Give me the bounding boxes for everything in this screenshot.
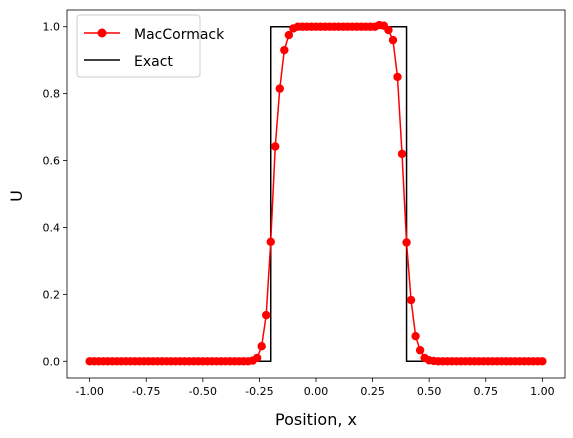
legend-label-exact: Exact — [134, 54, 173, 70]
y-axis: 0.0 0.2 0.4 0.6 0.8 1.0 — [43, 21, 67, 368]
data-point-maccormack — [406, 295, 416, 305]
x-axis-title: Position, x — [275, 410, 357, 429]
data-point-maccormack — [397, 149, 407, 159]
data-point-maccormack — [415, 346, 425, 355]
y-axis-title: U — [7, 190, 26, 202]
data-point-maccormack — [275, 84, 284, 93]
x-tick-label: -0.50 — [189, 385, 217, 398]
data-point-maccormack — [284, 30, 294, 40]
plot-frame — [66, 9, 566, 379]
data-point-maccormack — [384, 25, 393, 35]
x-tick-label: -0.25 — [245, 385, 273, 398]
data-point-maccormack — [252, 353, 262, 363]
x-tick-label: 0.50 — [417, 385, 442, 398]
x-tick-label: 0.75 — [474, 385, 499, 398]
data-point-maccormack — [271, 142, 280, 151]
data-point-maccormack — [257, 342, 266, 351]
y-tick-label: 0.6 — [43, 155, 61, 168]
legend-label-maccormack: MacCormack — [134, 27, 225, 43]
x-tick-label: 0.00 — [304, 385, 329, 398]
legend: MacCormack Exact — [76, 14, 225, 78]
legend-box — [76, 14, 201, 78]
x-tick-label: 0.25 — [360, 385, 385, 398]
data-point-maccormack — [262, 310, 271, 320]
plot-area — [85, 20, 547, 366]
y-tick-label: 0.4 — [43, 221, 61, 234]
x-tick-label: 1.00 — [530, 385, 555, 398]
data-point-maccormack — [280, 45, 289, 55]
y-tick-label: 0.0 — [43, 355, 61, 368]
x-tick-label: -1.00 — [75, 385, 103, 398]
x-axis: -1.00 -0.75 -0.50 -0.25 0.00 0.25 0.50 0.75 1.00 — [75, 378, 555, 398]
data-point-maccormack — [411, 331, 420, 341]
y-tick-label: 1.0 — [43, 21, 61, 34]
x-tick-label: -0.75 — [132, 385, 160, 398]
y-tick-label: 0.8 — [43, 88, 61, 101]
data-point-maccormack — [538, 357, 547, 366]
data-point-maccormack — [393, 72, 402, 82]
data-point-maccormack — [388, 35, 398, 45]
y-tick-label: 0.2 — [43, 288, 61, 301]
data-point-maccormack — [266, 237, 275, 247]
data-point-maccormack — [402, 238, 411, 247]
legend-marker-maccormack — [97, 28, 107, 38]
